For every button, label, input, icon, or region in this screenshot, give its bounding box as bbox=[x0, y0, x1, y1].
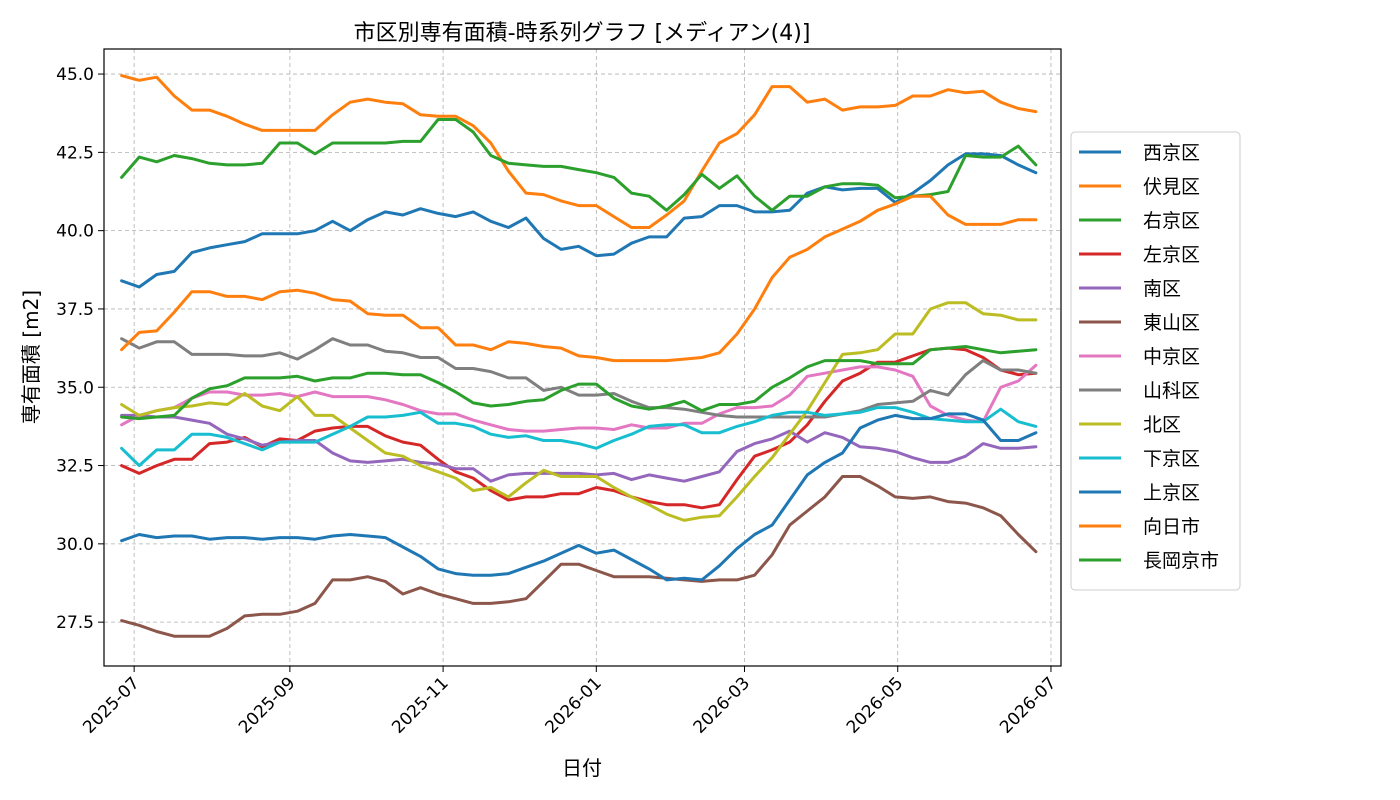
legend-entry: 左京区 bbox=[1143, 244, 1200, 266]
legend-entry: 山科区 bbox=[1143, 380, 1200, 402]
legend-entry: 伏見区 bbox=[1143, 176, 1200, 198]
y-axis: 27.5 30.0 32.5 35.0 37.5 40.0 42.5 45.0 bbox=[56, 65, 104, 633]
plot-frame bbox=[103, 48, 1062, 667]
series-line bbox=[120, 118, 1038, 212]
y-tick-label: 30.0 bbox=[56, 535, 94, 555]
legend-entry: 上京区 bbox=[1143, 482, 1200, 504]
legend-entry: 向日市 bbox=[1143, 516, 1200, 538]
series-line bbox=[120, 337, 1038, 419]
series-line bbox=[120, 74, 1038, 229]
series-line bbox=[120, 152, 1038, 289]
y-tick-label: 37.5 bbox=[56, 300, 94, 320]
y-tick-label: 27.5 bbox=[56, 613, 94, 633]
legend-entry: 長岡京市 bbox=[1143, 550, 1219, 572]
legend-entry: 中京区 bbox=[1143, 346, 1200, 368]
legend-entry: 南区 bbox=[1143, 278, 1181, 300]
legend-entry: 西京区 bbox=[1143, 142, 1200, 164]
series-line bbox=[120, 475, 1038, 638]
y-tick-label: 42.5 bbox=[56, 143, 94, 163]
series-line bbox=[120, 194, 1038, 363]
y-tick-label: 32.5 bbox=[56, 457, 94, 477]
series-line bbox=[120, 406, 1038, 468]
legend-entry: 下京区 bbox=[1143, 448, 1200, 470]
series-line bbox=[120, 346, 1038, 510]
y-tick-label: 45.0 bbox=[56, 65, 94, 85]
chart-title: 市区別専有面積-時系列グラフ [メディアン(4)] bbox=[354, 21, 811, 46]
legend-entry: 北区 bbox=[1143, 414, 1181, 436]
legend-box bbox=[1070, 131, 1241, 591]
series-line bbox=[120, 412, 1038, 582]
x-axis-label: 日付 bbox=[562, 756, 602, 780]
y-tick-label: 35.0 bbox=[56, 378, 94, 398]
series-line bbox=[120, 345, 1038, 421]
legend-entry: 東山区 bbox=[1143, 312, 1200, 334]
legend-entry: 右京区 bbox=[1143, 210, 1200, 232]
grid-lines bbox=[104, 49, 1061, 666]
series-line bbox=[120, 363, 1038, 433]
y-tick-label: 40.0 bbox=[56, 222, 94, 242]
series-lines bbox=[120, 74, 1038, 638]
y-axis-label: 専有面積 [m2] bbox=[19, 290, 43, 424]
series-line bbox=[120, 301, 1038, 522]
